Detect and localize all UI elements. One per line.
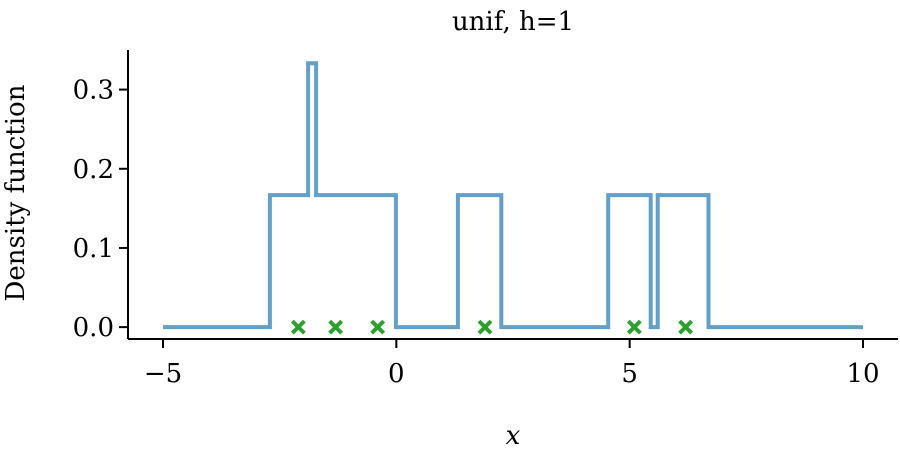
data-point-marker xyxy=(678,319,694,335)
y-tick-label: 0.2 xyxy=(73,155,114,185)
data-point-marker xyxy=(626,319,642,335)
y-tick-label: 0.1 xyxy=(73,234,114,264)
data-point-marker xyxy=(290,319,306,335)
x-axis-label: x xyxy=(506,421,521,450)
x-tick-label: 10 xyxy=(846,359,879,389)
data-point-marker xyxy=(477,319,493,335)
y-tick-label: 0.3 xyxy=(73,76,114,106)
series-layer xyxy=(163,61,863,335)
y-axis-label: Density function xyxy=(1,84,31,301)
x-ticks: −5 0 5 10 xyxy=(144,339,880,389)
y-tick-label: 0.0 xyxy=(73,313,114,343)
x-tick-label: −5 xyxy=(144,359,182,389)
data-point-marker xyxy=(328,319,344,335)
density-curve xyxy=(163,61,863,330)
chart-title: unif, h=1 xyxy=(452,7,574,37)
x-tick-label: 0 xyxy=(388,359,405,389)
x-tick-label: 5 xyxy=(621,359,638,389)
data-point-marker xyxy=(370,319,386,335)
y-ticks: 0.0 0.1 0.2 0.3 xyxy=(73,76,128,343)
plot-area: −5 0 5 10 0.0 0.1 0.2 0.3 xyxy=(73,50,898,389)
